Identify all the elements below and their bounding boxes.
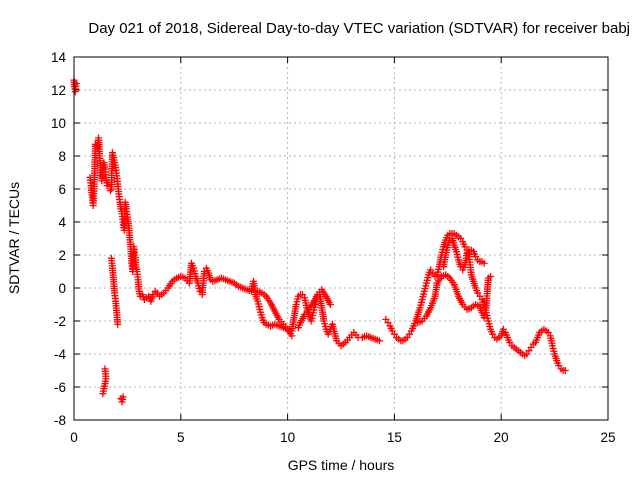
data-point [375,337,383,345]
x-tick-label: 5 [177,430,185,445]
y-axis-ticks: -8 -6 -4 -2 0 2 4 6 8 10 12 14 [51,50,608,428]
data-point [326,301,334,308]
data-point [561,367,569,374]
plot-frame [73,56,609,421]
y-tick-label: 0 [58,281,66,296]
x-tick-label: 0 [70,430,78,445]
data-point [103,182,111,190]
y-tick-label: 14 [51,50,67,65]
x-tick-label: 15 [387,430,402,445]
y-tick-label: 10 [51,116,66,131]
grid-lines [74,57,608,420]
y-tick-label: 4 [58,215,66,230]
x-axis-ticks: 0 5 10 15 20 25 [70,57,616,445]
y-tick-label: -6 [54,380,66,395]
y-tick-label: 6 [58,182,66,197]
y-axis-label: SDTVAR / TECUs [6,182,22,294]
y-tick-label: -8 [54,413,66,428]
y-tick-label: -2 [54,314,66,329]
y-tick-label: 2 [58,248,66,263]
x-axis-label: GPS time / hours [288,457,395,473]
data-point [480,259,488,267]
data-point [288,332,296,340]
data-point [119,393,127,401]
data-point [99,390,107,398]
x-tick-label: 10 [280,430,295,445]
y-tick-label: 8 [58,149,66,164]
y-tick-label: 12 [51,83,66,98]
x-tick-label: 25 [600,430,615,445]
x-tick-label: 20 [494,430,509,445]
chart-title: Day 021 of 2018, Sidereal Day-to-day VTE… [88,20,630,37]
data-point [114,320,122,328]
y-tick-label: -4 [54,347,66,362]
data-point [487,272,495,280]
data-series-sdtvar [70,76,569,406]
data-point [106,187,114,195]
